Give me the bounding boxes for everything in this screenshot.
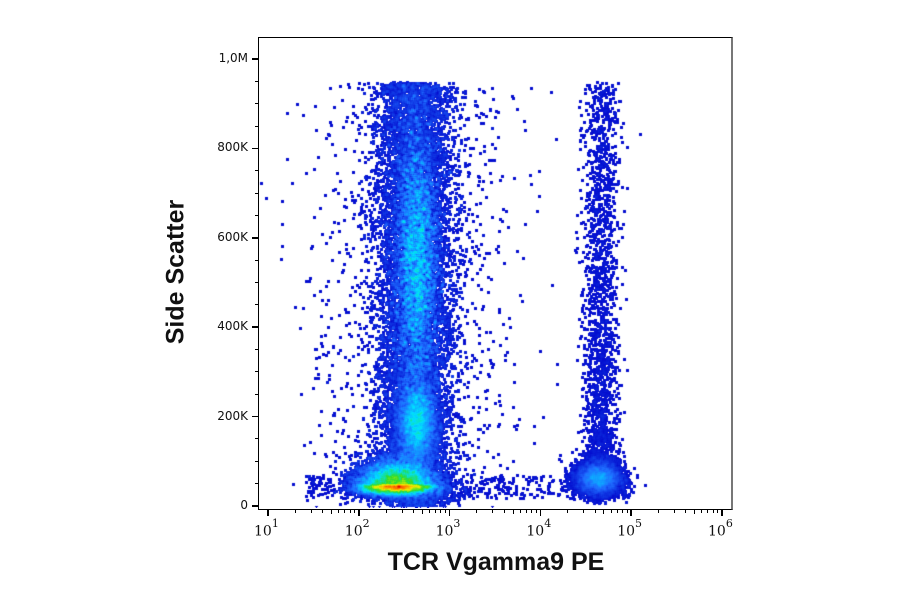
x-minor-tick [626, 510, 628, 513]
x-minor-tick [385, 510, 387, 513]
y-tick-label: 1,0M [218, 51, 248, 65]
x-minor-tick [701, 510, 703, 513]
x-minor-tick [294, 510, 296, 513]
x-minor-tick [310, 510, 312, 513]
x-minor-tick [621, 510, 623, 513]
x-major-tick [358, 510, 360, 516]
y-major-tick [252, 58, 258, 60]
x-minor-tick [354, 510, 356, 513]
x-minor-tick [338, 510, 340, 513]
x-minor-tick [694, 510, 696, 514]
x-minor-tick [519, 510, 521, 513]
y-major-tick [252, 505, 258, 507]
x-minor-tick [492, 510, 494, 513]
y-tick-label: 200K [217, 408, 248, 423]
x-minor-tick [610, 510, 612, 513]
x-minor-tick [512, 510, 514, 514]
x-minor-tick [435, 510, 437, 513]
density-scatter-canvas [259, 38, 731, 508]
x-minor-tick [567, 510, 569, 513]
x-major-tick [630, 510, 632, 516]
y-axis-label: Side Scatter [161, 199, 190, 345]
x-minor-tick [674, 510, 676, 513]
y-major-tick [252, 415, 258, 418]
x-minor-tick [349, 510, 351, 513]
x-minor-tick [444, 510, 446, 513]
y-minor-tick [255, 125, 258, 127]
y-minor-tick [255, 282, 258, 283]
x-minor-tick [583, 510, 585, 513]
x-minor-tick [658, 510, 660, 513]
x-tick-label: 102 [344, 517, 370, 540]
x-minor-tick [330, 510, 332, 514]
x-major-tick [267, 510, 269, 516]
y-tick-label: 400K [217, 319, 248, 334]
x-tick-label: 104 [526, 517, 552, 540]
x-minor-tick [440, 510, 442, 513]
x-minor-tick [344, 510, 346, 513]
x-minor-tick [401, 510, 403, 513]
y-minor-tick [255, 170, 258, 172]
x-tick-label: 101 [254, 517, 279, 540]
x-minor-tick [525, 510, 527, 513]
y-minor-tick [255, 80, 258, 82]
x-tick-label: 106 [708, 517, 733, 540]
x-minor-tick [476, 510, 478, 513]
x-minor-tick [594, 510, 596, 513]
x-major-tick [721, 510, 723, 516]
y-major-tick [252, 237, 258, 239]
x-tick-label: 103 [435, 517, 461, 540]
y-minor-tick [255, 438, 258, 440]
y-minor-tick [255, 103, 258, 105]
x-tick-label: 105 [617, 517, 643, 540]
x-minor-tick [412, 510, 414, 513]
x-minor-tick [421, 510, 423, 514]
y-minor-tick [255, 214, 258, 216]
x-minor-tick [707, 510, 709, 513]
x-minor-tick [535, 510, 537, 513]
x-major-tick [448, 510, 451, 516]
y-minor-tick [255, 483, 258, 485]
y-tick-label: 0 [240, 498, 248, 512]
y-minor-tick [255, 304, 258, 306]
y-major-tick [252, 147, 258, 150]
y-minor-tick [255, 393, 258, 395]
y-minor-tick [255, 349, 258, 351]
x-minor-tick [531, 510, 533, 513]
x-minor-tick [503, 510, 505, 513]
x-minor-tick [322, 510, 324, 513]
x-minor-tick [717, 510, 719, 513]
y-major-tick [252, 326, 258, 328]
x-minor-tick [603, 510, 605, 514]
plot-area [258, 37, 733, 510]
x-minor-tick [428, 510, 430, 513]
y-tick-label: 600K [217, 229, 248, 244]
y-minor-tick [255, 259, 258, 261]
x-axis-label: TCR Vgamma9 PE [387, 548, 605, 576]
x-minor-tick [685, 510, 687, 513]
y-minor-tick [255, 460, 258, 462]
y-minor-tick [255, 192, 258, 194]
x-minor-tick [712, 510, 714, 513]
y-tick-label: 800K [217, 140, 248, 155]
y-minor-tick [255, 371, 258, 373]
x-minor-tick [616, 510, 618, 513]
x-major-tick [539, 510, 542, 516]
